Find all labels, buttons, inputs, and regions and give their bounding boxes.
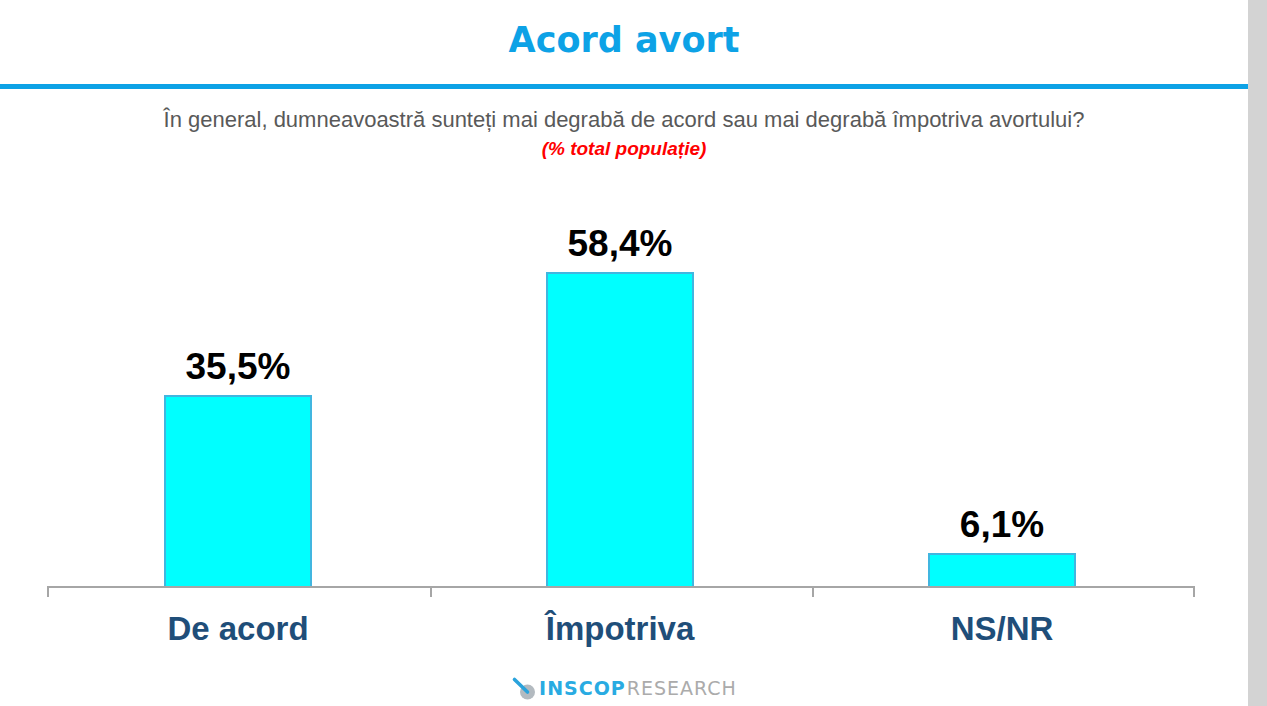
title-divider-line <box>0 84 1248 89</box>
compass-pin-icon <box>511 675 538 702</box>
x-axis-line <box>47 586 1195 588</box>
logo-text-secondary: RESEARCH <box>627 677 737 699</box>
category-label: De acord <box>47 610 429 648</box>
bar-de-acord <box>164 395 312 586</box>
axis-tick <box>47 586 49 597</box>
bar-ns-nr <box>928 553 1076 586</box>
inscop-logo: INSCOPRESEARCH <box>0 674 1248 702</box>
slide: Acord avort În general, dumneavoastră su… <box>0 0 1267 706</box>
page-title: Acord avort <box>0 20 1248 60</box>
category-label: NS/NR <box>811 610 1193 648</box>
category-axis-labels: De acordÎmpotrivaNS/NR <box>47 610 1193 648</box>
value-label: 35,5% <box>88 348 388 385</box>
population-note: (% total populație) <box>0 138 1248 160</box>
value-label: 6,1% <box>852 506 1152 543</box>
axis-tick <box>812 586 814 597</box>
axis-tick <box>1193 586 1195 597</box>
value-label: 58,4% <box>470 225 770 262</box>
vertical-scrollbar[interactable] <box>1248 0 1267 706</box>
bar-chart-plot-area: 35,5% 58,4% 6,1% <box>47 210 1193 586</box>
survey-question: În general, dumneavoastră sunteți mai de… <box>0 107 1248 133</box>
category-label: Împotriva <box>429 610 811 648</box>
logo-text-primary: INSCOP <box>539 677 626 699</box>
axis-tick <box>430 586 432 597</box>
bar--mpotriva <box>546 272 694 586</box>
